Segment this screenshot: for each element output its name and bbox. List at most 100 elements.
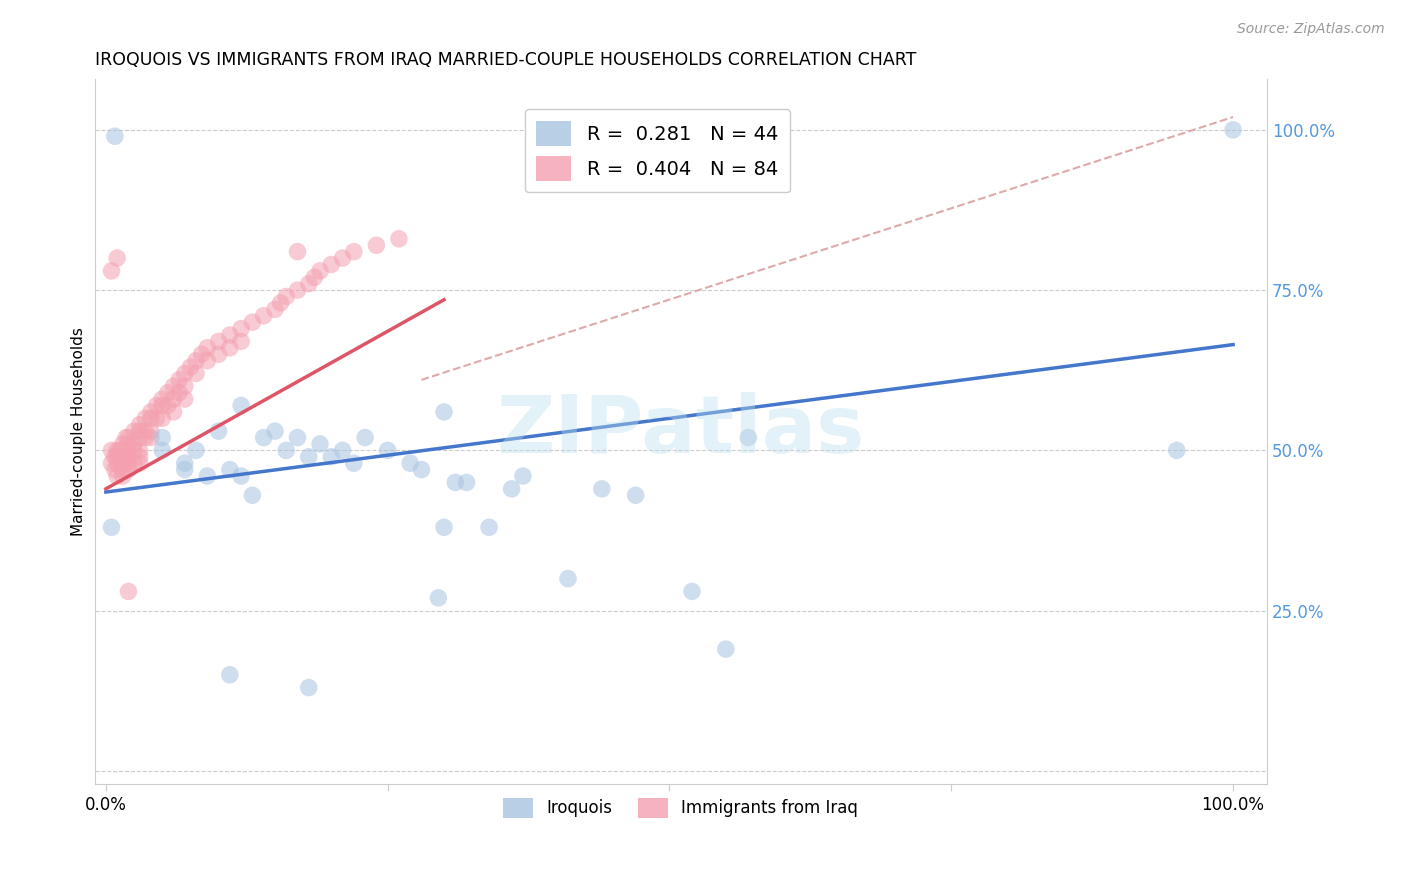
Point	[128, 450, 150, 464]
Point	[253, 309, 276, 323]
Point	[179, 359, 201, 374]
Point	[111, 462, 134, 476]
Point	[366, 238, 388, 252]
Point	[105, 469, 128, 483]
Point	[100, 264, 122, 278]
Point	[298, 277, 321, 291]
Point	[229, 399, 252, 413]
Point	[104, 462, 127, 476]
Y-axis label: Married-couple Households: Married-couple Households	[72, 326, 86, 535]
Point	[218, 462, 240, 476]
Point	[111, 437, 134, 451]
Point	[264, 302, 287, 317]
Point	[139, 405, 162, 419]
Point	[501, 482, 523, 496]
Point	[134, 431, 156, 445]
Point	[195, 469, 218, 483]
Point	[100, 520, 122, 534]
Point	[117, 431, 139, 445]
Point	[105, 251, 128, 265]
Point	[218, 328, 240, 343]
Point	[150, 411, 173, 425]
Point	[173, 367, 195, 381]
Point	[117, 437, 139, 451]
Point	[287, 283, 309, 297]
Point	[139, 424, 162, 438]
Point	[128, 424, 150, 438]
Point	[150, 392, 173, 406]
Point	[242, 488, 264, 502]
Point	[162, 392, 184, 406]
Point	[591, 482, 613, 496]
Point	[100, 456, 122, 470]
Point	[128, 417, 150, 432]
Point	[117, 584, 139, 599]
Point	[111, 456, 134, 470]
Point	[229, 469, 252, 483]
Point	[264, 424, 287, 438]
Point	[343, 244, 366, 259]
Point	[122, 437, 145, 451]
Point	[298, 450, 321, 464]
Point	[276, 443, 298, 458]
Text: Source: ZipAtlas.com: Source: ZipAtlas.com	[1237, 22, 1385, 37]
Point	[287, 244, 309, 259]
Point	[207, 424, 229, 438]
Text: ZIPatlas: ZIPatlas	[496, 392, 865, 470]
Point	[104, 450, 127, 464]
Point	[427, 591, 450, 605]
Point	[388, 232, 411, 246]
Point	[207, 347, 229, 361]
Point	[218, 667, 240, 681]
Point	[321, 450, 343, 464]
Legend: Iroquois, Immigrants from Iraq: Iroquois, Immigrants from Iraq	[496, 791, 865, 825]
Point	[298, 681, 321, 695]
Point	[714, 642, 737, 657]
Point	[100, 443, 122, 458]
Point	[321, 257, 343, 271]
Point	[184, 367, 207, 381]
Point	[411, 462, 433, 476]
Point	[681, 584, 703, 599]
Point	[309, 264, 332, 278]
Point	[167, 373, 190, 387]
Point	[195, 353, 218, 368]
Point	[104, 129, 127, 144]
Point	[478, 520, 501, 534]
Point	[150, 431, 173, 445]
Point	[304, 270, 326, 285]
Point	[195, 341, 218, 355]
Point	[242, 315, 264, 329]
Point	[128, 443, 150, 458]
Point	[173, 456, 195, 470]
Point	[184, 353, 207, 368]
Point	[150, 399, 173, 413]
Point	[156, 399, 179, 413]
Point	[162, 379, 184, 393]
Point	[115, 450, 138, 464]
Point	[207, 334, 229, 349]
Point	[287, 431, 309, 445]
Point	[276, 289, 298, 303]
Point	[433, 520, 456, 534]
Point	[624, 488, 647, 502]
Point	[184, 443, 207, 458]
Point	[190, 347, 212, 361]
Point	[105, 443, 128, 458]
Point	[332, 251, 354, 265]
Point	[139, 431, 162, 445]
Point	[737, 431, 759, 445]
Point	[229, 334, 252, 349]
Point	[115, 431, 138, 445]
Point	[456, 475, 478, 490]
Point	[117, 462, 139, 476]
Point	[122, 424, 145, 438]
Point	[122, 443, 145, 458]
Point	[115, 443, 138, 458]
Point	[173, 392, 195, 406]
Point	[229, 321, 252, 335]
Point	[150, 443, 173, 458]
Point	[270, 296, 292, 310]
Point	[134, 411, 156, 425]
Point	[1222, 123, 1244, 137]
